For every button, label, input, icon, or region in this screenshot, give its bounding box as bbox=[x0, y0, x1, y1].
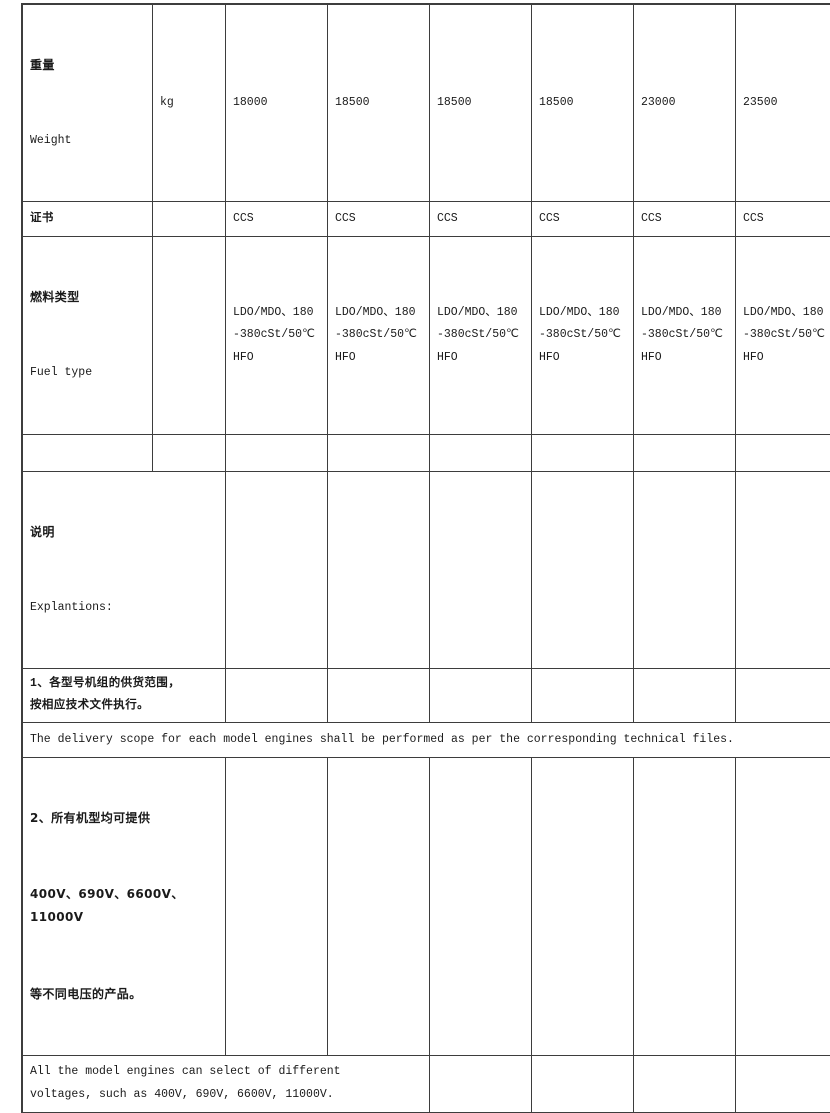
specification-table: 重量 Weight kg 18000 18500 18500 18500 230… bbox=[21, 3, 830, 1113]
table-row-fuel-type: 燃料类型 Fuel type LDO/MDO、180 -380cSt/50℃ H… bbox=[22, 237, 830, 434]
row-unit-fuel-type bbox=[153, 237, 226, 434]
spacer-cell-2 bbox=[328, 434, 430, 471]
note1-filler-5 bbox=[634, 669, 736, 723]
cell-weight-5: 23000 bbox=[634, 4, 736, 202]
explanations-heading-filler-6 bbox=[736, 471, 830, 668]
explanations-heading-filler-5 bbox=[634, 471, 736, 668]
note1-filler-3 bbox=[430, 669, 532, 723]
row-unit-weight: kg bbox=[153, 4, 226, 202]
note2-filler-2 bbox=[328, 757, 430, 1055]
note2-en-cell: All the model engines can select of diff… bbox=[22, 1055, 430, 1112]
note2-filler-5 bbox=[634, 757, 736, 1055]
explanations-heading-filler-4 bbox=[532, 471, 634, 668]
cell-weight-2: 18500 bbox=[328, 4, 430, 202]
note1-filler-1 bbox=[226, 669, 328, 723]
spacer-cell-5 bbox=[634, 434, 736, 471]
explanations-heading-cell: 说明 Explantions: bbox=[22, 471, 226, 668]
note2en-filler-3 bbox=[634, 1055, 736, 1112]
spacer-cell-3 bbox=[430, 434, 532, 471]
cell-weight-6: 23500 bbox=[736, 4, 830, 202]
cell-fuel-type-4: LDO/MDO、180 -380cSt/50℃ HFO bbox=[532, 237, 634, 434]
note2-cn-line2: 400V、690V、6600V、11000V bbox=[30, 883, 218, 930]
table-row-explanations-heading: 说明 Explantions: bbox=[22, 471, 830, 668]
cell-weight-4: 18500 bbox=[532, 4, 634, 202]
row-unit-certificate bbox=[153, 202, 226, 237]
cell-fuel-type-2: LDO/MDO、180 -380cSt/50℃ HFO bbox=[328, 237, 430, 434]
note1-filler-6 bbox=[736, 669, 830, 723]
row-label-cn: 重量 bbox=[30, 54, 145, 77]
cell-fuel-type-3: LDO/MDO、180 -380cSt/50℃ HFO bbox=[430, 237, 532, 434]
note2en-filler-2 bbox=[532, 1055, 634, 1112]
note1-filler-2 bbox=[328, 669, 430, 723]
cell-certificate-5: CCS bbox=[634, 202, 736, 237]
table-row-spacer bbox=[22, 434, 830, 471]
spacer-cell-unit bbox=[153, 434, 226, 471]
cell-certificate-1: CCS bbox=[226, 202, 328, 237]
table-row-note1-cn: 1、各型号机组的供货范围， 按相应技术文件执行。 bbox=[22, 669, 830, 723]
cell-fuel-type-6: LDO/MDO、180 -380cSt/50℃ HFO bbox=[736, 237, 830, 434]
note2-filler-1 bbox=[226, 757, 328, 1055]
row-label-fuel-type: 燃料类型 Fuel type bbox=[22, 237, 153, 434]
cell-fuel-type-1: LDO/MDO、180 -380cSt/50℃ HFO bbox=[226, 237, 328, 434]
cell-certificate-6: CCS bbox=[736, 202, 830, 237]
cell-fuel-type-5: LDO/MDO、180 -380cSt/50℃ HFO bbox=[634, 237, 736, 434]
explanations-heading-cn: 说明 bbox=[30, 521, 218, 544]
row-label-certificate: 证书 bbox=[22, 202, 153, 237]
row-label-en: Weight bbox=[30, 130, 145, 152]
spacer-cell-4 bbox=[532, 434, 634, 471]
explanations-heading-filler-3 bbox=[430, 471, 532, 668]
explanations-heading-filler-2 bbox=[328, 471, 430, 668]
table-row-note1-en: The delivery scope for each model engine… bbox=[22, 722, 830, 757]
explanations-heading-filler-1 bbox=[226, 471, 328, 668]
note1-en-cell: The delivery scope for each model engine… bbox=[22, 722, 830, 757]
cell-certificate-2: CCS bbox=[328, 202, 430, 237]
note1-cn-cell: 1、各型号机组的供货范围， 按相应技术文件执行。 bbox=[22, 669, 226, 723]
note1-filler-4 bbox=[532, 669, 634, 723]
note2-cn-cell: 2、所有机型均可提供 400V、690V、6600V、11000V 等不同电压的… bbox=[22, 757, 226, 1055]
spacer-cell-6 bbox=[736, 434, 830, 471]
table-row-weight: 重量 Weight kg 18000 18500 18500 18500 230… bbox=[22, 4, 830, 202]
table-row-certificate: 证书 CCS CCS CCS CCS CCS CCS CCS bbox=[22, 202, 830, 237]
row-label-en: Fuel type bbox=[30, 362, 145, 384]
table-row-note2-cn: 2、所有机型均可提供 400V、690V、6600V、11000V 等不同电压的… bbox=[22, 757, 830, 1055]
note2-cn-line3: 等不同电压的产品。 bbox=[30, 983, 218, 1006]
note2-filler-4 bbox=[532, 757, 634, 1055]
spacer-cell-1 bbox=[226, 434, 328, 471]
cell-weight-1: 18000 bbox=[226, 4, 328, 202]
document-page: 重量 Weight kg 18000 18500 18500 18500 230… bbox=[0, 0, 830, 622]
cell-certificate-3: CCS bbox=[430, 202, 532, 237]
note2en-filler-4 bbox=[736, 1055, 830, 1112]
note2-cn-line1: 2、所有机型均可提供 bbox=[30, 807, 218, 830]
row-label-cn: 燃料类型 bbox=[30, 286, 145, 309]
note2-filler-6 bbox=[736, 757, 830, 1055]
spacer-cell-label bbox=[22, 434, 153, 471]
table-row-note2-en: All the model engines can select of diff… bbox=[22, 1055, 830, 1112]
note2-filler-3 bbox=[430, 757, 532, 1055]
note2en-filler-1 bbox=[430, 1055, 532, 1112]
cell-weight-3: 18500 bbox=[430, 4, 532, 202]
cell-certificate-4: CCS bbox=[532, 202, 634, 237]
row-label-weight: 重量 Weight bbox=[22, 4, 153, 202]
explanations-heading-en: Explantions: bbox=[30, 597, 218, 619]
